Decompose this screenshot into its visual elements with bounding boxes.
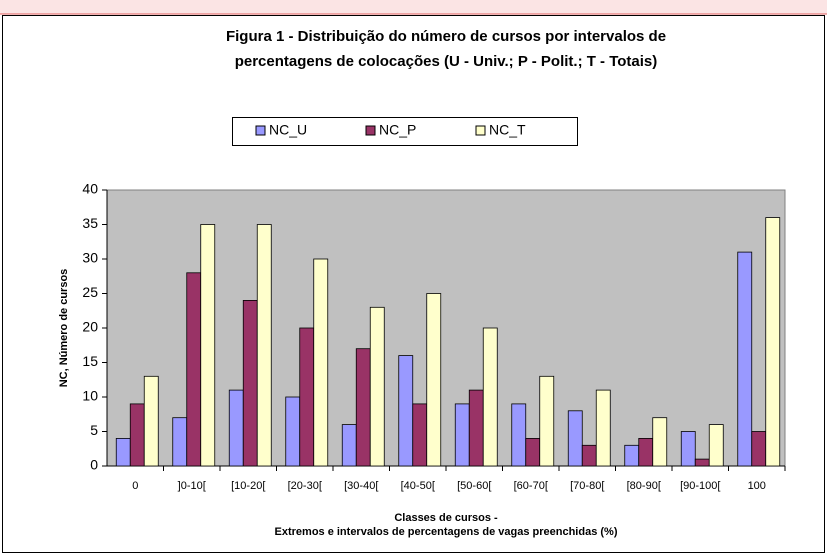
legend-swatch [365, 125, 376, 136]
bar [595, 389, 611, 467]
legend [232, 117, 578, 146]
bar [567, 410, 583, 467]
x-tick-label: 100 [748, 480, 766, 492]
bar [454, 403, 470, 467]
y-tick-label: 40 [82, 181, 98, 197]
x-tick-label: [70-80[ [570, 480, 604, 492]
bar [369, 306, 385, 467]
x-tick-label: [10-20[ [231, 480, 265, 492]
bar [765, 217, 781, 467]
legend-label: NC_P [379, 122, 416, 138]
bar [129, 403, 145, 467]
bar [299, 327, 315, 467]
y-tick-label: 15 [82, 353, 98, 369]
bar [143, 375, 159, 467]
y-tick-label: 30 [82, 250, 98, 266]
x-axis-label: Classes de cursos - [394, 512, 498, 524]
plot-area [106, 189, 786, 467]
y-tick-label: 35 [82, 215, 98, 231]
bar [482, 327, 498, 467]
y-tick-label: 20 [82, 319, 98, 335]
chart-title: Figura 1 - Distribuição do número de cur… [226, 28, 666, 45]
bar [624, 444, 640, 467]
bar [228, 389, 244, 467]
y-axis-label: NC, Número de cursos [58, 269, 70, 388]
bar [186, 272, 202, 467]
x-axis-label: Extremos e intervalos de percentagens de… [275, 526, 618, 538]
legend-swatch [475, 125, 486, 136]
legend-label: NC_U [269, 122, 307, 138]
y-tick-label: 10 [82, 388, 98, 404]
bar [581, 444, 597, 467]
bar [539, 375, 555, 467]
bar [638, 437, 654, 467]
bar [341, 424, 357, 467]
bar [751, 431, 767, 467]
x-tick-label: [20-30[ [288, 480, 322, 492]
x-tick-label: [40-50[ [401, 480, 435, 492]
x-tick-label: [60-70[ [514, 480, 548, 492]
bar [200, 224, 216, 467]
bar [426, 293, 442, 467]
bar [355, 348, 371, 467]
bar [313, 258, 329, 467]
bar [285, 396, 301, 467]
bar [680, 431, 696, 467]
bar [694, 458, 710, 467]
bar [172, 417, 188, 467]
bar [708, 424, 724, 467]
y-tick-label: 0 [90, 457, 98, 473]
bar [511, 403, 527, 467]
bar [242, 299, 258, 467]
y-tick-label: 5 [90, 422, 98, 438]
bar [256, 224, 272, 467]
bar [525, 437, 541, 467]
bar [652, 417, 668, 467]
x-tick-label: [30-40[ [344, 480, 378, 492]
bar [115, 437, 131, 467]
legend-swatch [255, 125, 266, 136]
y-tick-label: 25 [82, 284, 98, 300]
x-tick-label: [90-100[ [680, 480, 720, 492]
x-tick-label: 0 [132, 480, 138, 492]
x-tick-label: ]0-10[ [178, 480, 206, 492]
bar [398, 355, 414, 467]
bar [737, 251, 753, 467]
bar [468, 389, 484, 467]
top-band [0, 0, 827, 14]
legend-label: NC_T [489, 122, 526, 138]
x-tick-label: [50-60[ [457, 480, 491, 492]
bar [412, 403, 428, 467]
chart-title: percentagens de colocações (U - Univ.; P… [235, 53, 658, 70]
x-tick-label: [80-90[ [627, 480, 661, 492]
